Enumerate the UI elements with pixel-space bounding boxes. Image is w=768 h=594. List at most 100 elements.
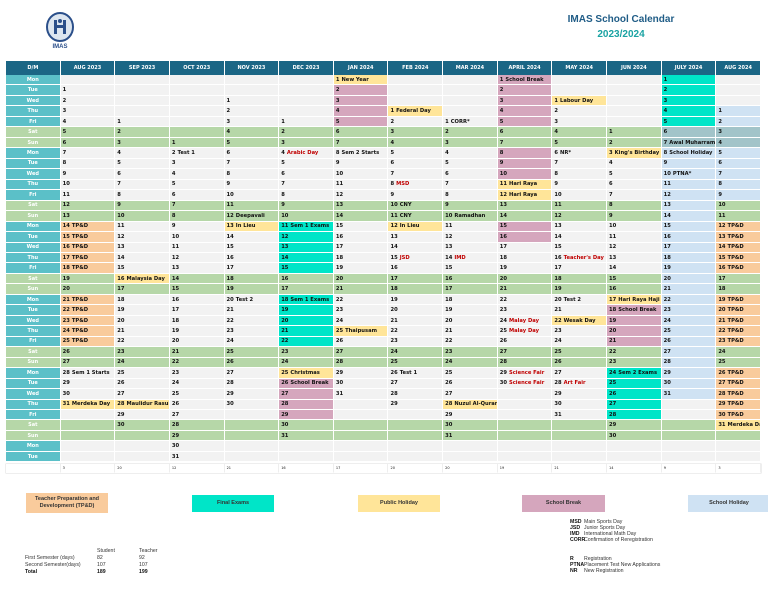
day-count: 17 <box>333 464 389 474</box>
day-number: 16 <box>171 296 180 303</box>
day-cell: 26 TP&D <box>716 368 762 379</box>
day-number: 15 <box>226 244 234 251</box>
day-cell: 31 <box>552 410 608 421</box>
day-cell: 25 Malay Day <box>497 326 553 337</box>
day-cell: 18 Sem 1 Exams <box>279 294 334 306</box>
day-number: 29 <box>718 401 726 408</box>
day-cell: 17 Hari Raya Haji <box>607 294 662 306</box>
month-header: JAN 2024 <box>333 61 389 75</box>
day-cell: 24 <box>333 315 389 327</box>
day-cell <box>661 441 717 452</box>
day-number: 1 <box>663 76 668 83</box>
day-number: 11 <box>226 202 234 209</box>
day-cell <box>224 420 280 431</box>
day-cell <box>60 430 116 442</box>
abbr-value: New Registration <box>584 568 624 574</box>
day-cell: 16 TP&D <box>716 263 762 274</box>
day-number: 22 <box>281 338 289 345</box>
day-cell: 30 <box>115 420 170 431</box>
day-number: 22 <box>171 359 180 366</box>
day-number: 2 <box>171 150 176 157</box>
day-number: 7 <box>609 191 613 198</box>
svg-text:IMAS: IMAS <box>53 44 68 50</box>
day-number: 13 <box>554 223 562 230</box>
day-cell: 8 <box>169 211 225 222</box>
day-cell <box>497 399 553 410</box>
event-label: TP&D <box>71 338 89 345</box>
day-cell: 18 TP&D <box>60 263 116 274</box>
day-cell: 23 TP&D <box>716 336 762 348</box>
day-count: 19 <box>497 464 553 474</box>
day-cell: 26 <box>661 336 717 348</box>
event-label: TP&D <box>71 307 89 314</box>
calendar-row: Thu 31 Merdeka Day 28 Maulidur Rasul 26 30 28 29… <box>6 399 762 410</box>
day-number: 27 <box>390 380 398 387</box>
day-number: 25 <box>281 369 289 376</box>
event-label: School Break <box>290 380 329 387</box>
month-header: NOV 2023 <box>224 61 280 75</box>
day-cell: 25 <box>716 357 762 369</box>
day-number: 31 <box>554 411 562 418</box>
day-number: 10 <box>390 202 398 209</box>
day-cell: 28 <box>607 410 662 421</box>
day-cell <box>443 95 498 107</box>
day-cell: 20 Test 2 <box>552 294 608 306</box>
day-cell: 28 TP&D <box>716 389 762 400</box>
day-number: 22 <box>663 296 671 303</box>
day-cell: 23 <box>388 336 444 348</box>
weekday-label: Tue <box>6 378 61 390</box>
day-cell <box>497 451 553 463</box>
day-number: 7 <box>554 160 559 167</box>
day-number: 18 <box>62 265 70 272</box>
day-cell: 15 <box>607 273 662 285</box>
day-number: 17 <box>171 307 180 314</box>
day-number: 16 <box>445 275 453 282</box>
day-count-row: 3 20 12 21 16 17 20 20 19 21 14 9 3 <box>6 464 762 474</box>
event-label: In Lieu <box>399 223 420 230</box>
day-number: 28 <box>281 401 289 408</box>
day-number: 17 <box>281 286 289 293</box>
day-cell <box>115 451 170 463</box>
day-cell: 8 <box>279 190 334 201</box>
month-header: DEC 2023 <box>279 61 334 75</box>
day-cell: 4 <box>552 127 608 138</box>
day-number: 29 <box>226 390 234 397</box>
day-cell: 2 Test 1 <box>169 148 225 159</box>
event-label: TP&D <box>727 338 744 345</box>
day-cell: 16 <box>224 252 280 264</box>
day-cell <box>279 441 334 452</box>
day-cell <box>279 75 334 86</box>
sem-student-value: 82 <box>97 554 103 561</box>
day-cell: 20 <box>497 273 553 285</box>
day-cell: 13 <box>169 263 225 274</box>
sem-row-label: First Semester (days) <box>25 554 75 561</box>
day-number: 28 <box>390 390 398 397</box>
day-cell: 28 <box>224 378 280 390</box>
day-number: 28 <box>499 359 507 366</box>
day-cell: 24 <box>169 378 225 390</box>
day-cell: 9 <box>607 211 662 222</box>
event-label: Test 2 <box>563 296 581 303</box>
day-cell: 27 TP&D <box>716 378 762 390</box>
event-label: Arabic Day <box>286 150 319 157</box>
day-cell: 23 <box>607 357 662 369</box>
day-cell <box>497 389 553 400</box>
day-number: 11 <box>390 212 398 219</box>
day-number: 25 <box>390 359 398 366</box>
day-number: 23 <box>335 307 344 314</box>
weekday-label: Wed <box>6 169 61 180</box>
day-cell: 18 <box>169 315 225 327</box>
day-number: 30 <box>718 411 726 418</box>
event-label: Merdeka Day <box>727 422 760 429</box>
day-number: 16 <box>335 233 344 240</box>
day-number: 11 <box>335 181 344 188</box>
day-number: 5 <box>663 118 668 125</box>
day-cell <box>115 85 170 96</box>
day-cell: 29 <box>552 389 608 400</box>
day-cell: 30 <box>333 378 389 390</box>
event-label: TP&D <box>727 307 744 314</box>
day-cell: 28 Sem 1 Starts <box>60 368 116 379</box>
day-cell: 8 <box>60 158 116 170</box>
weekday-label: Sat <box>6 420 61 431</box>
legend-public-holiday: Public Holiday <box>358 495 440 512</box>
